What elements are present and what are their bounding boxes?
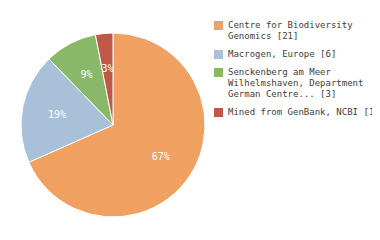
- svg-text:67%: 67%: [152, 151, 170, 162]
- svg-text:9%: 9%: [81, 69, 93, 80]
- html-text:Centre for Biodiversity Genomi: Centre for Biodiversity Genomics [21]: [228, 20, 353, 41]
- html-text:Senckenberg am Meer Wilhelmsha: Senckenberg am Meer Wilhelmshaven, Depar…: [228, 67, 364, 99]
- html-text:Mined from GenBank, NCBI [1]: Mined from GenBank, NCBI [1]: [228, 107, 380, 117]
- svg-text:19%: 19%: [48, 109, 66, 120]
- html-text:Macrogen, Europe [6]: Macrogen, Europe [6]: [228, 49, 337, 59]
- svg-text:3%: 3%: [101, 63, 113, 74]
